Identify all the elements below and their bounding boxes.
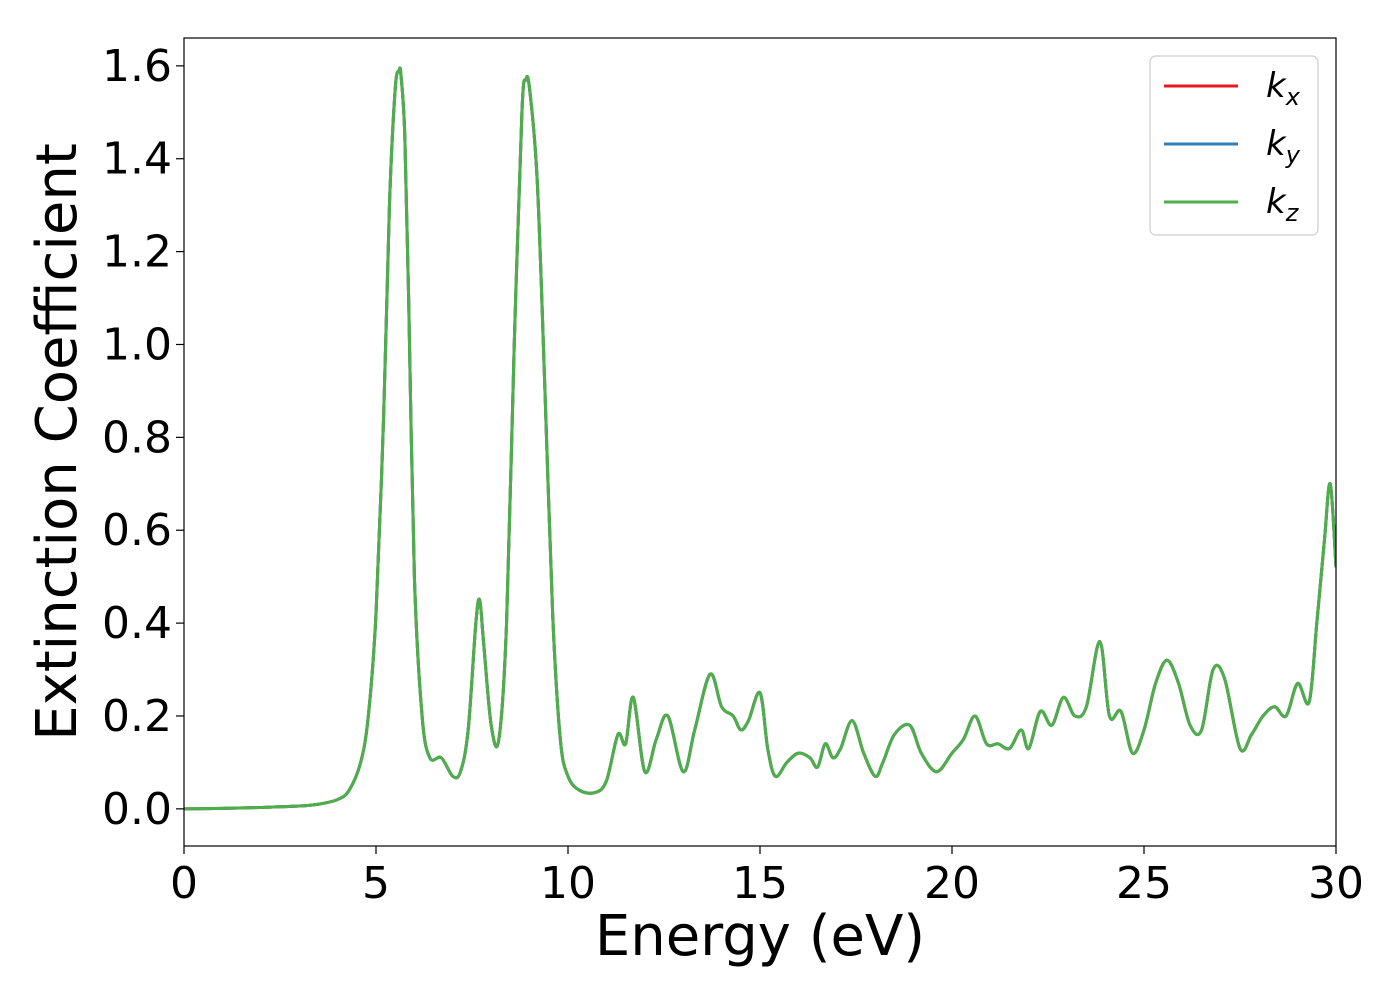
y-tick-label: 0.2 bbox=[102, 691, 172, 742]
plot-frame bbox=[183, 37, 1337, 847]
legend-label-ky: ky bbox=[1266, 124, 1301, 169]
y-tick-label: 0.0 bbox=[102, 784, 172, 835]
y-axis-ticks: 0.0 0.2 0.4 0.6 0.8 1.0 1.2 1.4 1.6 bbox=[102, 41, 184, 835]
legend-label-kx: kx bbox=[1266, 66, 1301, 111]
y-tick-label: 0.6 bbox=[102, 505, 172, 556]
x-tick-label: 20 bbox=[924, 858, 980, 909]
legend-label-base: k bbox=[1266, 182, 1287, 222]
x-axis-title: Energy (eV) bbox=[595, 904, 925, 969]
x-tick-label: 0 bbox=[170, 858, 198, 909]
y-tick-label: 1.2 bbox=[102, 227, 172, 278]
y-tick-label: 1.0 bbox=[102, 319, 172, 370]
legend-label-base: k bbox=[1266, 124, 1287, 164]
x-tick-label: 10 bbox=[540, 858, 596, 909]
x-tick-label: 15 bbox=[732, 858, 788, 909]
x-tick-label: 25 bbox=[1116, 858, 1172, 909]
legend-label-base: k bbox=[1266, 66, 1287, 106]
y-tick-label: 1.6 bbox=[102, 41, 172, 92]
legend-label-subscript: x bbox=[1285, 83, 1301, 111]
x-axis-ticks: 0 5 10 15 20 25 30 bbox=[170, 846, 1364, 909]
series-layer bbox=[184, 66, 1336, 811]
x-tick-label: 5 bbox=[362, 858, 390, 909]
plot-area bbox=[184, 38, 1336, 846]
legend-label-kz: kz bbox=[1266, 182, 1300, 227]
legend-label-subscript: z bbox=[1285, 199, 1300, 227]
x-tick-label: 30 bbox=[1308, 858, 1364, 909]
y-tick-label: 0.8 bbox=[102, 412, 172, 463]
y-tick-label: 0.4 bbox=[102, 598, 172, 649]
legend-label-subscript: y bbox=[1285, 141, 1301, 169]
y-tick-label: 1.4 bbox=[102, 134, 172, 185]
y-axis-title: Extinction Coefficient bbox=[25, 143, 90, 741]
series-line-kz bbox=[184, 66, 1336, 811]
